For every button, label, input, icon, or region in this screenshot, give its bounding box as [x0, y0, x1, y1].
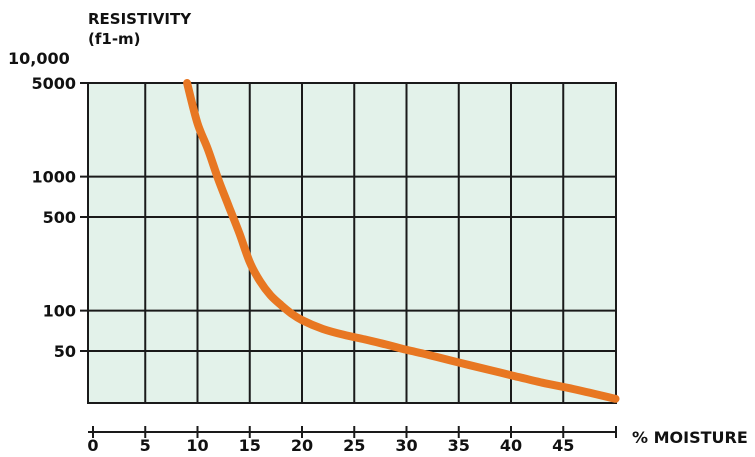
x-tick-label: 25	[343, 436, 365, 455]
x-tick-label: 10	[186, 436, 208, 455]
x-tick-label: 5	[140, 436, 151, 455]
data-series	[183, 79, 620, 403]
x-tick-label: 35	[448, 436, 470, 455]
y-axis-title-line1: RESISTIVITY	[88, 10, 192, 28]
y-tick-label: 1000	[31, 168, 76, 187]
x-tick-label: 30	[395, 436, 417, 455]
plot-area	[87, 82, 617, 404]
x-tick-label: 45	[552, 436, 574, 455]
resistivity-curve	[183, 79, 620, 403]
x-axis: 0 5 10 15 20 25 30 35 40 45	[87, 426, 617, 455]
y-tick-label: 100	[43, 302, 76, 321]
y-tick-label: 5000	[31, 74, 76, 93]
y-tick-label: 50	[54, 342, 76, 361]
y-top-label: 10,000	[8, 49, 70, 68]
y-axis-title-line2: (f1-m)	[88, 30, 141, 48]
grid-lines	[80, 82, 616, 403]
x-tick-label: 20	[291, 436, 313, 455]
x-axis-title: % MOISTURE	[632, 428, 748, 447]
x-tick-label: 40	[500, 436, 522, 455]
y-tick-label: 500	[43, 208, 76, 227]
y-tick-labels: 5000 1000 500 100 50	[31, 74, 76, 361]
x-tick-label: 15	[239, 436, 261, 455]
x-tick-label: 0	[87, 436, 98, 455]
